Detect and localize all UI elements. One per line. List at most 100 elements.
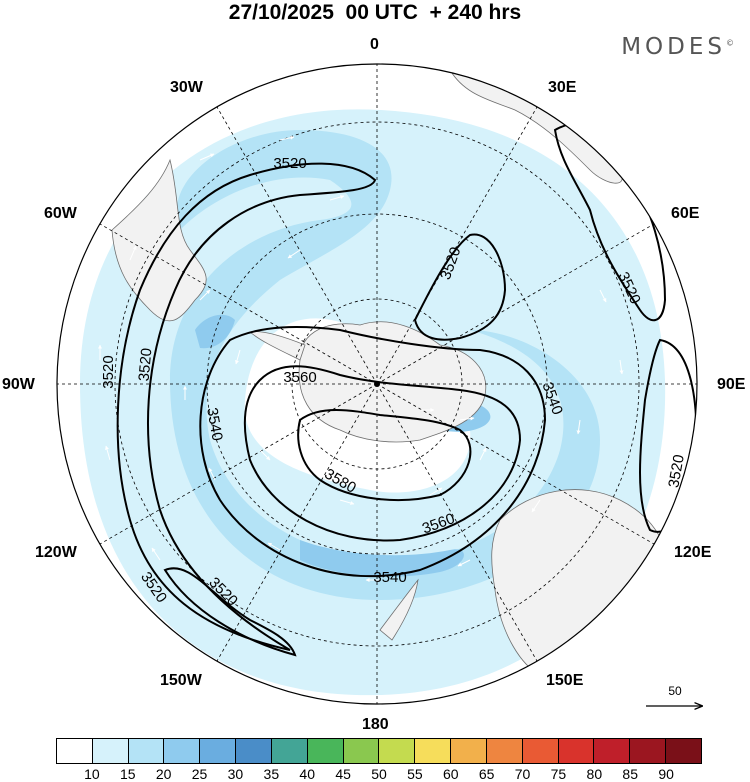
longitude-label-60e: 60E — [671, 205, 700, 222]
colorbar-tick-label: 15 — [119, 766, 136, 782]
colorbar-tick-label: 30 — [227, 766, 244, 782]
reference-vector-label: 50 — [668, 684, 682, 698]
wind-vector — [531, 499, 541, 513]
wind-vector — [479, 447, 487, 461]
colorbar-swatch — [343, 739, 380, 763]
colorbar-swatch — [594, 739, 631, 763]
map-boundary — [56, 63, 698, 705]
wind-vector — [151, 547, 161, 561]
longitude-label-90w: 90W — [2, 376, 35, 393]
colorbar-swatch — [271, 739, 308, 763]
colorbar-swatch — [92, 739, 129, 763]
wind-vector — [329, 195, 345, 201]
contour-3560 — [243, 365, 522, 542]
colorbar-tick-label: 80 — [586, 766, 603, 782]
colorbar-swatch — [307, 739, 344, 763]
contour-3520-inner — [413, 233, 507, 341]
colorbar-tick-label: 55 — [407, 766, 423, 782]
contour-label: 3540 — [373, 569, 406, 586]
longitude-label-90e: 90E — [717, 376, 746, 393]
longitude-label-30w: 30W — [170, 79, 203, 96]
contour-3580 — [297, 409, 472, 501]
wind-vector — [576, 419, 581, 435]
wind-vector — [208, 467, 216, 481]
wind-vector — [129, 245, 137, 261]
wind-vector — [235, 349, 241, 365]
colorbar-swatch — [379, 739, 416, 763]
meridian — [376, 383, 538, 662]
south-america — [111, 158, 207, 322]
colorbar-swatch — [57, 739, 93, 763]
colorbar-swatch — [522, 739, 559, 763]
colorbar-swatch — [558, 739, 595, 763]
meridian — [376, 106, 538, 385]
wind-vector — [105, 445, 111, 461]
land-masses — [111, 69, 671, 683]
meridian — [376, 383, 655, 545]
latitude-circle — [114, 121, 640, 647]
polar-map: 3520 3520 3520 3520 3520 3520 3520 3520 … — [56, 63, 698, 705]
wind-vector — [259, 449, 271, 461]
meridian — [99, 383, 378, 545]
colorbar-tick-label: 60 — [442, 766, 459, 782]
longitude-label-0: 0 — [370, 36, 379, 53]
longitude-label-150e: 150E — [546, 672, 584, 689]
colorbar-swatch — [451, 739, 487, 763]
wind-vector — [287, 249, 301, 259]
brand-mark: © — [726, 38, 734, 48]
wind-vector — [457, 559, 471, 567]
colorbar-tick-label: 45 — [335, 766, 351, 782]
reference-vector: 50 — [644, 684, 706, 711]
contour-3520-south — [163, 567, 297, 657]
wind-vector — [199, 289, 211, 301]
contour-label: 3520 — [100, 355, 117, 388]
wind-vector — [459, 416, 475, 421]
wind-vector — [429, 487, 443, 496]
contour-3540 — [199, 326, 547, 578]
colorbar-tick-label: 70 — [514, 766, 531, 782]
colorbar-swatch — [666, 739, 701, 763]
wind-vector — [339, 499, 355, 505]
colorbar-swatch — [630, 739, 667, 763]
wind-vector — [267, 542, 281, 551]
colorbar-swatch — [415, 739, 452, 763]
contour-label: 3560 — [283, 369, 316, 386]
colorbar-tick-label: 90 — [658, 766, 674, 782]
reference-arrow-icon — [646, 701, 706, 711]
contour-3520-northwest — [116, 162, 377, 651]
height-contours — [116, 123, 697, 657]
meridian — [376, 223, 655, 385]
brand-logo: MODES© — [621, 34, 734, 60]
meridian — [99, 223, 378, 385]
contour-3520-east — [639, 338, 697, 533]
colorbar-tick-label: 25 — [191, 766, 208, 782]
colorbar-tick-label: 20 — [155, 766, 172, 782]
colorbar — [56, 738, 702, 764]
new-zealand — [379, 578, 419, 641]
colorbar-tick-label: 85 — [622, 766, 639, 782]
contour-label: 3520 — [136, 347, 156, 382]
colorbar-tick-label: 75 — [550, 766, 567, 782]
longitude-label-120e: 120E — [674, 544, 712, 561]
contour-label: 3540 — [203, 406, 226, 442]
wind-vector — [279, 135, 295, 141]
wind-vector — [599, 289, 607, 303]
longitude-label-60w: 60W — [44, 205, 77, 222]
colorbar-swatch — [164, 739, 201, 763]
colorbar-tick-label: 10 — [84, 766, 100, 782]
colorbar-swatch — [128, 739, 165, 763]
longitude-label-120w: 120W — [35, 544, 77, 561]
colorbar-tick-label: 50 — [371, 766, 387, 782]
colorbar-tick-label: 65 — [478, 766, 495, 782]
colorbar-swatch — [200, 739, 237, 763]
australia — [491, 489, 671, 683]
colorbar-tick-label: 35 — [263, 766, 280, 782]
meridian — [216, 106, 378, 385]
longitude-label-180: 180 — [362, 716, 389, 733]
chart-title: 27/10/2025 00 UTC + 240 hrs — [228, 1, 522, 24]
longitude-label-30e: 30E — [548, 79, 577, 96]
wind-vector — [619, 359, 624, 375]
colorbar-swatch — [236, 739, 272, 763]
wind-vector — [199, 153, 215, 161]
colorbar-tick-label: 40 — [299, 766, 316, 782]
